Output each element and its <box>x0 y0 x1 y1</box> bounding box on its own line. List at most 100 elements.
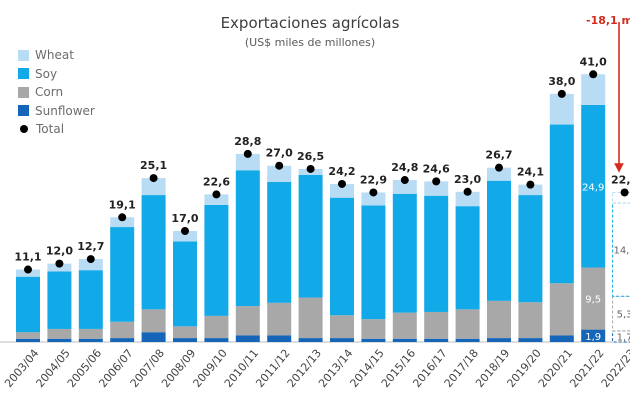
bar-sunflower-2019-20 <box>518 338 543 342</box>
total-dot-2017-18 <box>463 187 472 196</box>
segment-label-sunflower-2022-23: 1,7 <box>617 332 630 343</box>
bar-corn-2012-13 <box>298 297 323 339</box>
bar-soy-2008-09 <box>173 241 197 327</box>
total-dot-2008-09 <box>181 226 189 235</box>
total-label-2006-07: 19,1 <box>109 198 136 211</box>
bar-corn-2013-14 <box>330 315 354 339</box>
bar-wheat-2021-22 <box>581 74 606 105</box>
bar-wheat-2015-16 <box>392 180 417 194</box>
legend-item-sunflower: Sunflower <box>18 102 95 121</box>
bar-soy-2005-06 <box>78 270 103 329</box>
bar-soy-2010-11 <box>235 170 260 307</box>
bar-corn-2010-11 <box>235 306 260 336</box>
bar-wheat-2005-06 <box>78 259 103 271</box>
total-dot-2012-13 <box>306 164 315 173</box>
total-label-2007-08: 25,1 <box>140 159 167 172</box>
total-dot-2006-07 <box>118 213 127 222</box>
bar-sunflower-2011-12 <box>267 335 292 342</box>
total-dots-group <box>24 70 629 274</box>
bar-wheat-2016-17 <box>424 181 449 196</box>
sunflower-swatch <box>18 105 29 117</box>
bar-soy-2019-20 <box>518 195 543 303</box>
total-dot-2007-08 <box>149 174 158 183</box>
legend-item-wheat: Wheat <box>18 46 95 65</box>
total-label-2010-11: 28,8 <box>234 135 261 148</box>
bar-sunflower-2015-16 <box>392 338 417 342</box>
bar-soy-2017-18 <box>455 206 480 310</box>
total-label-2017-18: 23,0 <box>454 173 481 186</box>
total-dot-2013-14 <box>338 179 346 188</box>
bar-sunflower-2018-19 <box>487 338 511 342</box>
bar-wheat-2013-14 <box>330 183 354 198</box>
bar-wheat-2014-15 <box>361 192 386 206</box>
total-dot-2003-04 <box>24 265 32 274</box>
chart-subtitle: (US$ miles de millones) <box>244 36 376 49</box>
bar-soy-2003-04 <box>16 276 40 333</box>
bar-wheat-2017-18 <box>455 191 480 207</box>
bar-corn-2018-19 <box>487 300 511 339</box>
total-dot-icon <box>20 125 28 134</box>
bar-soy-2004-05 <box>47 271 72 329</box>
bar-corn-2021-22 <box>581 267 606 330</box>
segment-label-corn-2022-23: 5,3 <box>617 310 630 321</box>
segment-label-soy-2022-23: 14,3 <box>613 246 630 257</box>
total-dot-2009-10 <box>212 190 221 199</box>
bar-corn-2008-09 <box>173 326 197 339</box>
legend-item-corn: Corn <box>18 83 95 102</box>
segment-label-soy-2021-22: 24,9 <box>582 182 604 193</box>
total-dot-2005-06 <box>86 255 95 264</box>
legend-label-soy: Soy <box>35 66 58 81</box>
bar-corn-2007-08 <box>141 309 166 333</box>
bar-soy-2016-17 <box>424 195 449 312</box>
bar-soy-2006-07 <box>110 227 135 322</box>
bar-corn-2004-05 <box>47 328 72 339</box>
total-dot-2010-11 <box>243 149 252 158</box>
bar-corn-2014-15 <box>361 319 386 339</box>
bar-corn-2020-21 <box>549 283 574 336</box>
soy-swatch <box>18 68 29 80</box>
bar-corn-2015-16 <box>392 312 417 339</box>
bar-sunflower-2021-22 <box>581 329 606 342</box>
bar-wheat-2008-09 <box>173 230 197 242</box>
bar-soy-2013-14 <box>330 197 354 316</box>
bar-sunflower-2007-08 <box>141 332 166 342</box>
total-label-2016-17: 24,6 <box>423 162 450 175</box>
bar-sunflower-2008-09 <box>173 338 197 342</box>
total-label-2009-10: 22,6 <box>203 175 230 188</box>
wheat-swatch <box>18 49 29 61</box>
bar-sunflower-2014-15 <box>361 338 386 342</box>
bar-wheat-2009-10 <box>204 194 229 205</box>
bar-sunflower-2012-13 <box>298 338 323 342</box>
total-dot-2014-15 <box>369 188 378 197</box>
legend-label-total: Total <box>36 122 65 137</box>
segment-label-sunflower-2021-22: 1,9 <box>585 332 601 343</box>
total-label-2018-19: 26,7 <box>485 149 512 162</box>
bar-soy-2009-10 <box>204 204 229 316</box>
total-dot-2021-22 <box>589 70 598 79</box>
bar-corn-2016-17 <box>424 311 449 339</box>
bar-wheat-2020-21 <box>549 93 574 125</box>
total-dot-2015-16 <box>400 176 409 185</box>
bar-corn-2003-04 <box>16 332 40 339</box>
bar-soy-2018-19 <box>487 180 511 301</box>
bar-soy-2021-22 <box>581 104 606 268</box>
total-dot-2019-20 <box>526 180 535 189</box>
legend-label-sunflower: Sunflower <box>35 103 95 118</box>
bar-corn-2009-10 <box>204 315 229 339</box>
total-label-2021-22: 41,0 <box>580 55 607 68</box>
bar-sunflower-2004-05 <box>47 338 72 342</box>
bar-sunflower-2017-18 <box>455 338 480 342</box>
bar-corn-2005-06 <box>78 328 103 339</box>
bar-wheat-2011-12 <box>267 165 292 183</box>
total-dot-2018-19 <box>495 163 503 172</box>
total-dot-2004-05 <box>55 259 64 268</box>
bar-wheat-2006-07 <box>110 217 135 228</box>
bar-sunflower-2020-21 <box>549 335 574 342</box>
legend-item-total: Total <box>18 120 95 139</box>
legend-item-soy: Soy <box>18 65 95 84</box>
total-label-2013-14: 24,2 <box>328 165 355 178</box>
total-label-2022-23: 22,9 <box>611 173 630 186</box>
bar-corn-2022-23 <box>612 295 630 332</box>
